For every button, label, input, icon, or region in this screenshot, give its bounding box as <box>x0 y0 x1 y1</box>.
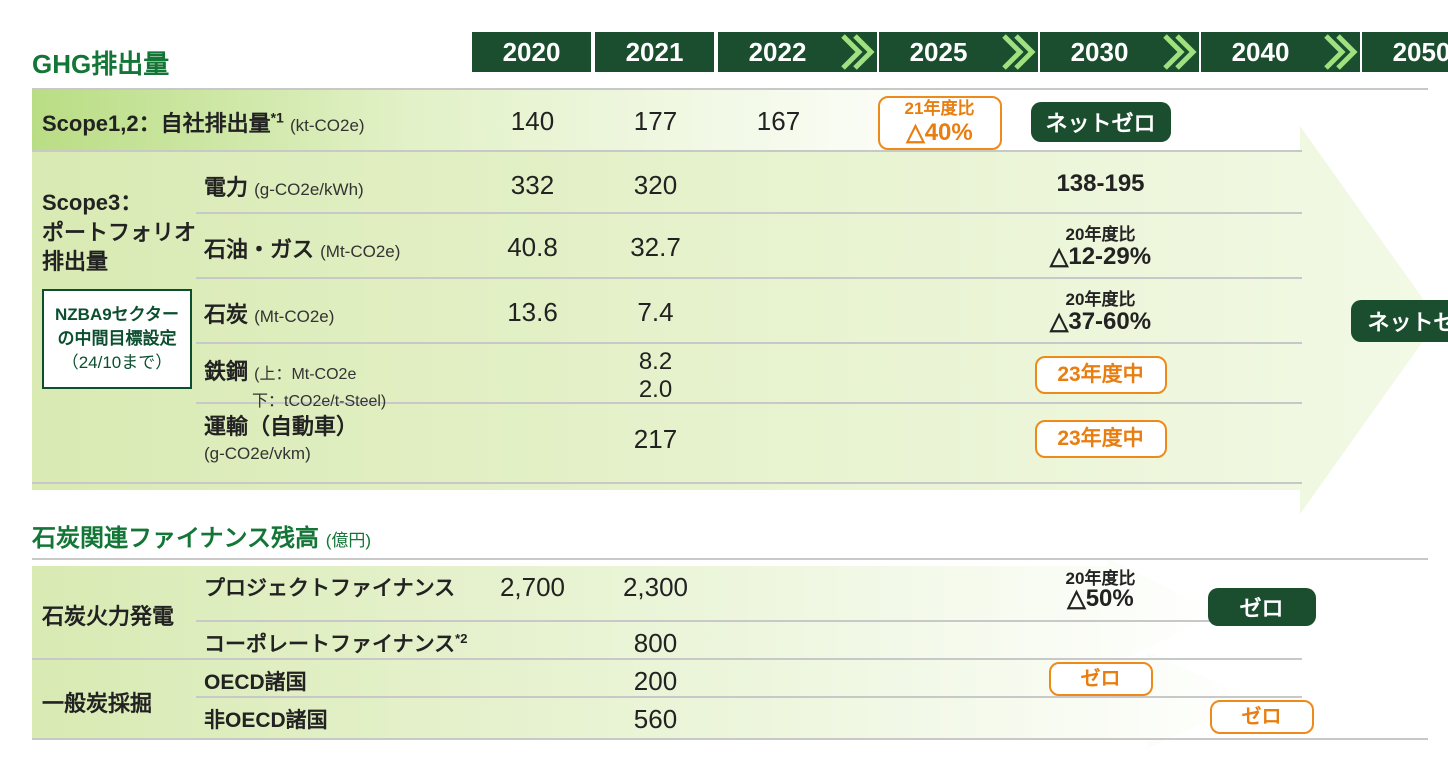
coal-mine-label: 一般炭採掘 <box>42 686 152 718</box>
scope3-row-1-2030-bold: △12-29% <box>1011 242 1191 271</box>
scope3-row-2-v2020: 13.6 <box>473 297 593 328</box>
scope3-row-2-label: 石炭 (Mt-CO2e) <box>204 297 334 329</box>
year-header-2020: 2020 <box>472 32 591 72</box>
coal-power-label: 石炭火力発電 <box>42 599 174 631</box>
coal-row-3-label: 非OECD諸国 <box>204 704 328 734</box>
year-header-2022: 2022 <box>718 32 837 72</box>
scope12-target-2025-badge: 21年度比△40% <box>878 96 1002 150</box>
coal-row-1-label: コーポレートファイナンス*2 <box>204 628 467 658</box>
scope3-row-1-v2020: 40.8 <box>473 232 593 263</box>
scope3-row-1-label: 石油・ガス (Mt-CO2e) <box>204 232 400 264</box>
coal-row-2-v2021: 200 <box>596 666 716 697</box>
scope12-v2020: 140 <box>473 106 593 137</box>
coal-row-3-v2021: 560 <box>596 704 716 735</box>
scope12-netzero-2030-badge: ネットゼロ <box>1031 102 1171 142</box>
year-header-2025: 2025 <box>879 32 998 72</box>
year-header-2050: 2050 <box>1362 32 1448 72</box>
scope3-row-0-v2021: 320 <box>596 170 716 201</box>
nzba-target-box: NZBA9セクターの中間目標設定（24/10まで） <box>42 289 192 389</box>
scope3-row-1-v2021: 32.7 <box>596 232 716 263</box>
coal-row-0-label: プロジェクトファイナンス <box>204 572 455 602</box>
section2-title: 石炭関連ファイナンス残高 (億円) <box>32 518 371 553</box>
year-header-2030: 2030 <box>1040 32 1159 72</box>
scope3-row-0-2030-bold: 138-195 <box>1011 170 1191 198</box>
scope12-v2022: 167 <box>719 106 839 137</box>
scope12-label: Scope1,2：自社排出量*1 (kt-CO2e) <box>42 106 365 138</box>
scope12-v2021: 177 <box>596 106 716 137</box>
scope3-row-0-v2020: 332 <box>473 170 593 201</box>
scope3-row-3-2030-badge: 23年度中 <box>1035 356 1167 394</box>
scope3-row-3-v2021: 8.22.0 <box>596 348 716 403</box>
scope3-row-2-v2021: 7.4 <box>596 297 716 328</box>
coal-row-0-v2021: 2,300 <box>596 572 716 603</box>
scope3-netzero-2050-badge: ネットゼロ <box>1351 300 1448 342</box>
coal-row-1-v2021: 800 <box>596 628 716 659</box>
scope3-row-4-v2021: 217 <box>596 424 716 455</box>
coal-row-0-v2020: 2,700 <box>473 572 593 603</box>
year-header-2021: 2021 <box>595 32 714 72</box>
scope3-row-2-2030-bold: △37-60% <box>1011 307 1191 336</box>
scope3-row-3-label: 鉄鋼 (上：Mt-CO2e 下：tCO2e/t-Steel) <box>204 354 386 412</box>
year-chevron-icon <box>1320 32 1360 72</box>
coal-row-3-zero-badge: ゼロ <box>1210 700 1314 734</box>
coal-row-0-2030-bold: △50% <box>1021 584 1181 613</box>
section1-title: GHG排出量 <box>32 44 169 81</box>
year-chevron-icon <box>1159 32 1199 72</box>
year-chevron-icon <box>837 32 877 72</box>
scope3-label: Scope3：ポートフォリオ排出量 <box>42 188 196 277</box>
coal-power-zero-2040-badge: ゼロ <box>1208 588 1316 626</box>
coal-row-2-label: OECD諸国 <box>204 666 307 696</box>
scope3-row-0-label: 電力 (g-CO2e/kWh) <box>204 170 364 202</box>
coal-row-2-zero-badge: ゼロ <box>1049 662 1153 696</box>
year-chevron-icon <box>998 32 1038 72</box>
scope3-row-4-2030-badge: 23年度中 <box>1035 420 1167 458</box>
scope3-row-4-label: 運輸（自動車）(g-CO2e/vkm) <box>204 414 358 465</box>
year-header-2040: 2040 <box>1201 32 1320 72</box>
